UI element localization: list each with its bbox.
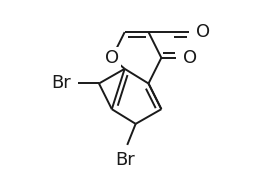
Text: O: O [105, 49, 119, 67]
Text: O: O [196, 23, 210, 41]
Text: Br: Br [115, 151, 135, 169]
Text: O: O [183, 49, 197, 67]
Text: Br: Br [52, 75, 72, 93]
